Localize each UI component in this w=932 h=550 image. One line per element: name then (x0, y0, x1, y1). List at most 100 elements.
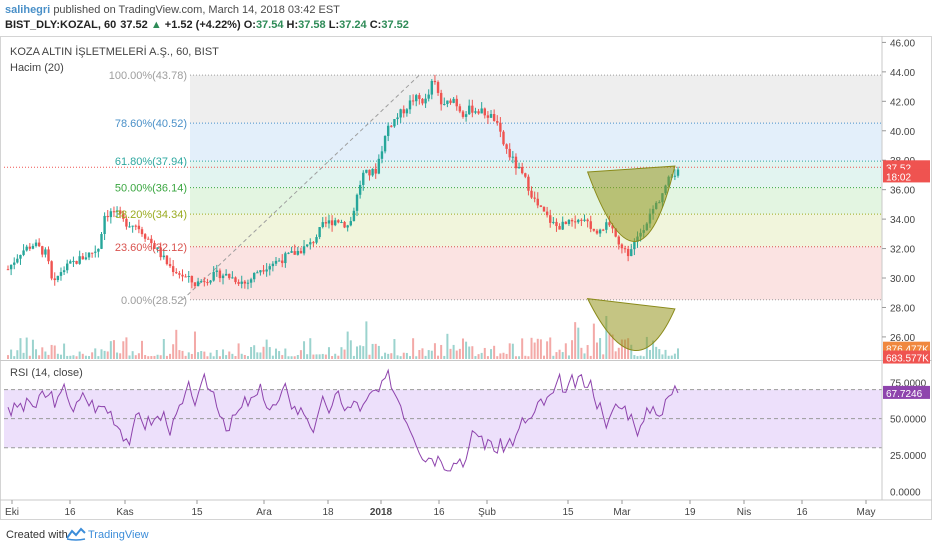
time-tick-label: 19 (684, 507, 696, 518)
tradingview-brand-link[interactable]: TradingView (88, 529, 149, 541)
candle (439, 92, 443, 105)
volume-bar (483, 347, 486, 359)
candle (567, 219, 571, 224)
candle (402, 109, 405, 114)
price-tick-label: 44.00 (890, 68, 915, 79)
time-tick-label: Ara (256, 507, 272, 518)
candle (252, 272, 256, 280)
fib-anchor-line[interactable] (182, 74, 420, 301)
symbol-name: BIST_DLY:KOZAL, 60 (5, 19, 117, 31)
candle (570, 219, 574, 222)
price-tick-label: 36.00 (890, 186, 915, 197)
rsi-badge-label: 67.7246 (886, 389, 923, 400)
symbol-info: BIST_DLY:KOZAL, 60 37.52 ▲ +1.52 (+4.22%)… (5, 19, 409, 31)
time-tick-label: Nis (737, 507, 751, 518)
candle (393, 119, 396, 127)
volume-bar (452, 344, 455, 359)
volume-bar (284, 348, 287, 359)
cup-pattern-volume[interactable] (586, 298, 676, 352)
candle (380, 151, 384, 159)
candle (243, 281, 247, 284)
volume-bar (465, 341, 468, 359)
candle (489, 114, 493, 118)
close-value: 37.52 (381, 19, 409, 31)
candle (449, 100, 452, 103)
volume-bar (458, 348, 461, 359)
rsi-tick-label: 75.0000 (890, 378, 927, 389)
candle (496, 120, 499, 123)
candle (75, 260, 78, 264)
price-tick-label: 40.00 (890, 127, 915, 138)
volume-bar (35, 349, 38, 359)
candle (446, 100, 449, 105)
volume-bar (418, 350, 421, 359)
price-badge (883, 169, 930, 183)
volume-indicator-label: Hacim (20) (10, 62, 64, 74)
candle (196, 281, 200, 287)
volume-bar (165, 355, 168, 359)
candle (106, 215, 109, 218)
volume-bar (327, 347, 330, 359)
candle (623, 248, 627, 250)
volume-bar (390, 353, 393, 359)
candle (59, 272, 63, 276)
fib-band (190, 161, 882, 188)
candle (365, 169, 368, 173)
volume-bar (81, 353, 84, 359)
volume-bar (16, 350, 19, 359)
volume-bar (552, 355, 555, 359)
chart-canvas[interactable]: 100.00%(43.78) 78.60%(40.52) 61.80%(37.94)… (0, 36, 932, 520)
volume-bar (31, 339, 34, 359)
candle (237, 282, 240, 284)
candle (13, 262, 16, 265)
author-link[interactable]: salihegri (5, 4, 51, 16)
cup-pattern-price[interactable] (586, 165, 676, 242)
candle (128, 226, 131, 228)
candle (44, 249, 47, 255)
candle (293, 251, 296, 255)
volume-bar (222, 349, 225, 359)
volume-bar (109, 341, 112, 359)
candle (337, 220, 340, 223)
volume-bar (399, 356, 402, 359)
candle (377, 158, 381, 174)
rsi-line[interactable] (7, 368, 679, 472)
price-tick-label: 30.00 (890, 274, 915, 285)
candle (315, 237, 318, 243)
volume-bar (134, 355, 137, 359)
volume-bar (56, 353, 59, 359)
candle (206, 282, 209, 284)
volume-bar (240, 353, 243, 359)
price-tick-label: 32.00 (890, 245, 915, 256)
volume-bar (624, 339, 627, 359)
volume-bar (443, 355, 446, 359)
volume-bar (673, 353, 676, 359)
price-badge-label: 37.52 (886, 163, 911, 174)
volume-bar (278, 351, 281, 359)
volume-bar (424, 355, 427, 359)
volume-bar (144, 355, 147, 359)
volume-bar (490, 349, 493, 359)
candle (6, 269, 10, 271)
candle (327, 220, 331, 224)
candle (602, 229, 605, 231)
candle (50, 261, 53, 279)
candle (421, 98, 424, 104)
volume-bar (259, 352, 262, 359)
volume-bar (53, 345, 56, 359)
candle (259, 270, 262, 273)
volume-bar (387, 353, 390, 359)
high-label: H: (286, 19, 299, 31)
candle (37, 242, 41, 247)
candle (122, 213, 125, 219)
volume-bar (636, 356, 639, 359)
volume-bar (677, 348, 679, 359)
volume-bar (359, 345, 362, 359)
tradingview-logo-icon[interactable] (66, 527, 86, 541)
candle (455, 98, 458, 107)
fib-level-label: 61.80%(37.94) (115, 156, 187, 168)
candle (72, 260, 75, 262)
candle (527, 176, 530, 191)
volume-bar (321, 353, 324, 359)
volume-bar (268, 347, 271, 359)
